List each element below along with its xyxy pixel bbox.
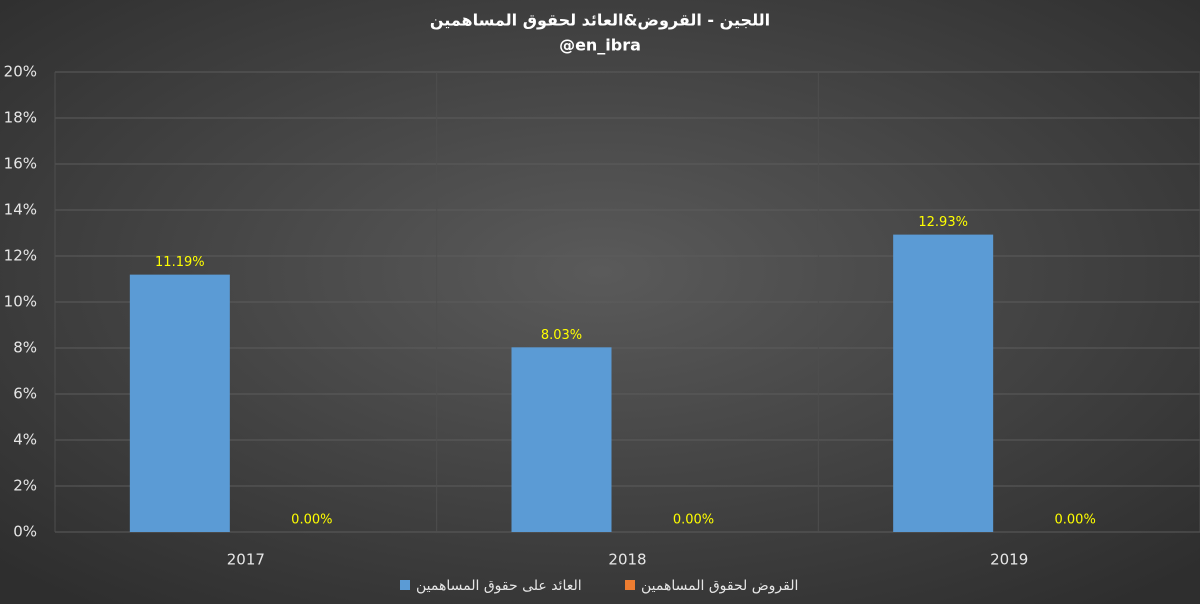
bar [893, 234, 994, 533]
bar [129, 274, 230, 532]
y-tick-label: 20% [4, 63, 37, 81]
y-tick-label: 2% [13, 477, 37, 495]
legend-label: العائد على حقوق المساهمين [416, 578, 582, 594]
value-label: 8.03% [541, 328, 582, 343]
y-tick-label: 10% [4, 293, 37, 311]
y-tick-label: 0% [13, 523, 37, 541]
legend-swatch [625, 580, 635, 590]
chart-title: اللجين - القروض&العائد لحقوق المساهمين [430, 11, 770, 30]
bar [511, 347, 612, 532]
value-label: 0.00% [1055, 513, 1096, 528]
y-tick-label: 4% [13, 431, 37, 449]
legend-swatch [400, 580, 410, 590]
x-tick-label: 2019 [990, 551, 1028, 569]
value-label: 12.93% [918, 215, 968, 230]
y-tick-label: 8% [13, 339, 37, 357]
y-tick-label: 18% [4, 109, 37, 127]
chart-subtitle: @en_ibra [559, 36, 641, 55]
y-tick-label: 14% [4, 201, 37, 219]
y-tick-label: 6% [13, 385, 37, 403]
value-label: 0.00% [291, 513, 332, 528]
value-label: 0.00% [673, 513, 714, 528]
x-tick-label: 2017 [227, 551, 265, 569]
y-tick-label: 16% [4, 155, 37, 173]
legend-label: القروض لحقوق المساهمين [641, 578, 798, 594]
value-label: 11.19% [155, 255, 205, 270]
y-tick-label: 12% [4, 247, 37, 265]
x-tick-label: 2018 [608, 551, 646, 569]
